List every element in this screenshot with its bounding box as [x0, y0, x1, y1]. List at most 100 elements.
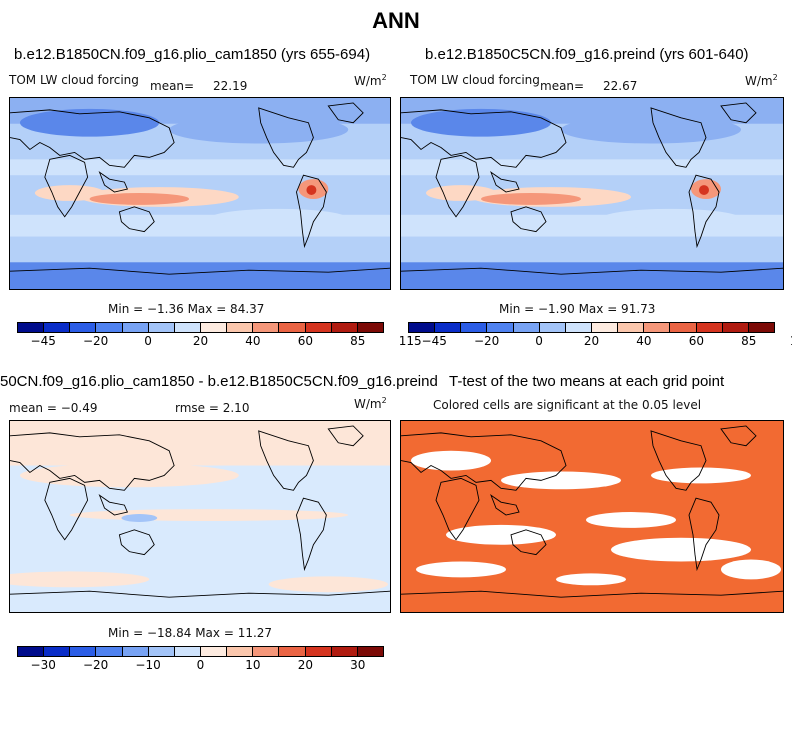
colorbar-swatch: [18, 323, 45, 332]
panel3-min-max: Min = −18.84 Max = 11.27: [108, 626, 273, 640]
colorbar-tick-label: 0: [535, 334, 543, 348]
panel3-mean: mean = −0.49: [9, 401, 98, 415]
colorbar-swatch: [174, 647, 201, 656]
north-subtropics: [401, 159, 783, 176]
panel4-subtitle: Colored cells are significant at the 0.0…: [433, 398, 702, 412]
warm-pool-convection: [89, 193, 190, 205]
ttest-insignificant-region: [556, 573, 626, 586]
diff-warm-pool-negative: [121, 514, 158, 522]
amazon-core: [699, 185, 709, 195]
colorbar-swatch: [44, 647, 71, 656]
panel2-colorbar-ticks: −45 −20 0 20 40 60 85 115: [408, 334, 792, 350]
colorbar-swatch: [122, 323, 149, 332]
colorbar-tick-label: 20: [192, 334, 209, 348]
colorbar-tick-label: 20: [297, 658, 313, 672]
colorbar-swatch: [435, 323, 462, 332]
south-pacific-clear: [208, 208, 349, 229]
colorbar-swatch: [227, 647, 254, 656]
colorbar-tick-label: −45: [30, 334, 56, 348]
colorbar-tick-label: 0: [196, 658, 205, 672]
panel2-mean-label: mean=: [540, 79, 585, 93]
colorbar-swatch: [200, 647, 228, 656]
ttest-insignificant-region: [416, 561, 506, 578]
north-pacific-cloud: [169, 115, 349, 144]
colorbar-tick-label: −20: [82, 334, 109, 348]
colorbar-swatch: [513, 323, 540, 332]
colorbar-swatch: [565, 323, 592, 332]
panel1-mean-label: mean=: [150, 79, 195, 93]
amazon-core: [306, 185, 317, 195]
colorbar-swatch: [331, 647, 358, 656]
panel2-min-max: Min = −1.90 Max = 91.73: [499, 302, 656, 316]
ttest-insignificant-region: [651, 467, 751, 484]
ttest-insignificant-region: [411, 450, 491, 471]
figure-title: ANN: [372, 8, 420, 33]
africa-convection: [426, 185, 496, 201]
colorbar-swatch: [670, 323, 697, 332]
warm-pool-convection: [481, 193, 581, 205]
colorbar-swatch: [461, 323, 488, 332]
colorbar-tick-label: 60: [688, 334, 704, 348]
north-pacific-cloud: [561, 115, 741, 144]
colorbar-tick-label: 115: [790, 334, 792, 348]
panel1-colorbar: [17, 322, 384, 333]
colorbar-tick-label: 40: [245, 334, 261, 348]
panel1-mean-value: 22.19: [213, 79, 248, 93]
colorbar-swatch: [305, 647, 332, 656]
panel1-case-title: b.e12.B1850CN.f09_g16.plio_cam1850 (yrs …: [14, 46, 371, 63]
panel1-units: W/m2: [354, 73, 387, 88]
colorbar-swatch: [279, 323, 306, 332]
colorbar-swatch: [70, 323, 97, 332]
colorbar-swatch: [96, 647, 123, 656]
colorbar-swatch: [696, 323, 723, 332]
diff-equatorial-band: [69, 509, 349, 521]
north-atlantic-cloud: [19, 108, 160, 137]
panel1-min-max: Min = −1.36 Max = 84.37: [108, 302, 265, 316]
colorbar-tick-label: 30: [350, 658, 366, 672]
colorbar-tick-label: 115: [398, 334, 422, 348]
colorbar-swatch: [487, 323, 514, 332]
diff-south-band-east: [268, 576, 389, 593]
panel4-title: T-test of the two means at each grid poi…: [449, 373, 725, 390]
colorbar-swatch: [618, 323, 645, 332]
colorbar-tick-label: 20: [583, 334, 600, 348]
panel2-case-title: b.e12.B1850C5CN.f09_g16.preind (yrs 601-…: [425, 46, 749, 63]
diff-north-positive: [10, 421, 390, 466]
colorbar-tick-label: −20: [82, 658, 109, 672]
panel2-mean-value: 22.67: [603, 79, 638, 93]
colorbar-swatch: [227, 323, 254, 332]
colorbar-swatch: [253, 647, 280, 656]
colorbar-swatch: [331, 323, 358, 332]
colorbar-swatch: [357, 647, 383, 656]
colorbar-swatch: [357, 323, 383, 332]
panel4-map-svg: [401, 421, 783, 612]
colorbar-swatch: [253, 323, 280, 332]
colorbar-tick-label: 85: [350, 334, 366, 348]
colorbar-swatch: [174, 323, 201, 332]
colorbar-tick-label: 40: [636, 334, 652, 348]
panel1-map: [9, 97, 391, 290]
panel2-variable-label: TOM LW cloud forcing: [410, 73, 540, 87]
colorbar-tick-label: −30: [30, 658, 56, 672]
south-pacific-clear: [601, 208, 741, 229]
colorbar-swatch: [96, 323, 123, 332]
colorbar-swatch: [18, 647, 45, 656]
colorbar-swatch: [122, 647, 149, 656]
panel3-colorbar-ticks: −30 −20 −10 0 10 20 30: [17, 658, 384, 674]
ttest-insignificant-region: [501, 471, 621, 490]
panel1-variable-label: TOM LW cloud forcing: [9, 73, 139, 87]
ttest-insignificant-region: [721, 559, 781, 580]
panel2-colorbar: [408, 322, 775, 333]
panel3-case-title: 50CN.f09_g16.plio_cam1850 - b.e12.B1850C…: [0, 373, 438, 390]
colorbar-swatch: [44, 323, 71, 332]
colorbar-swatch: [722, 323, 749, 332]
colorbar-swatch: [591, 323, 619, 332]
colorbar-swatch: [279, 647, 306, 656]
panel3-units: W/m2: [354, 396, 387, 411]
ttest-insignificant-region: [611, 537, 751, 562]
africa-convection: [34, 185, 105, 201]
colorbar-tick-label: 60: [297, 334, 313, 348]
colorbar-swatch: [644, 323, 671, 332]
panel3-colorbar: [17, 646, 384, 657]
south-storm-band: [401, 262, 783, 289]
